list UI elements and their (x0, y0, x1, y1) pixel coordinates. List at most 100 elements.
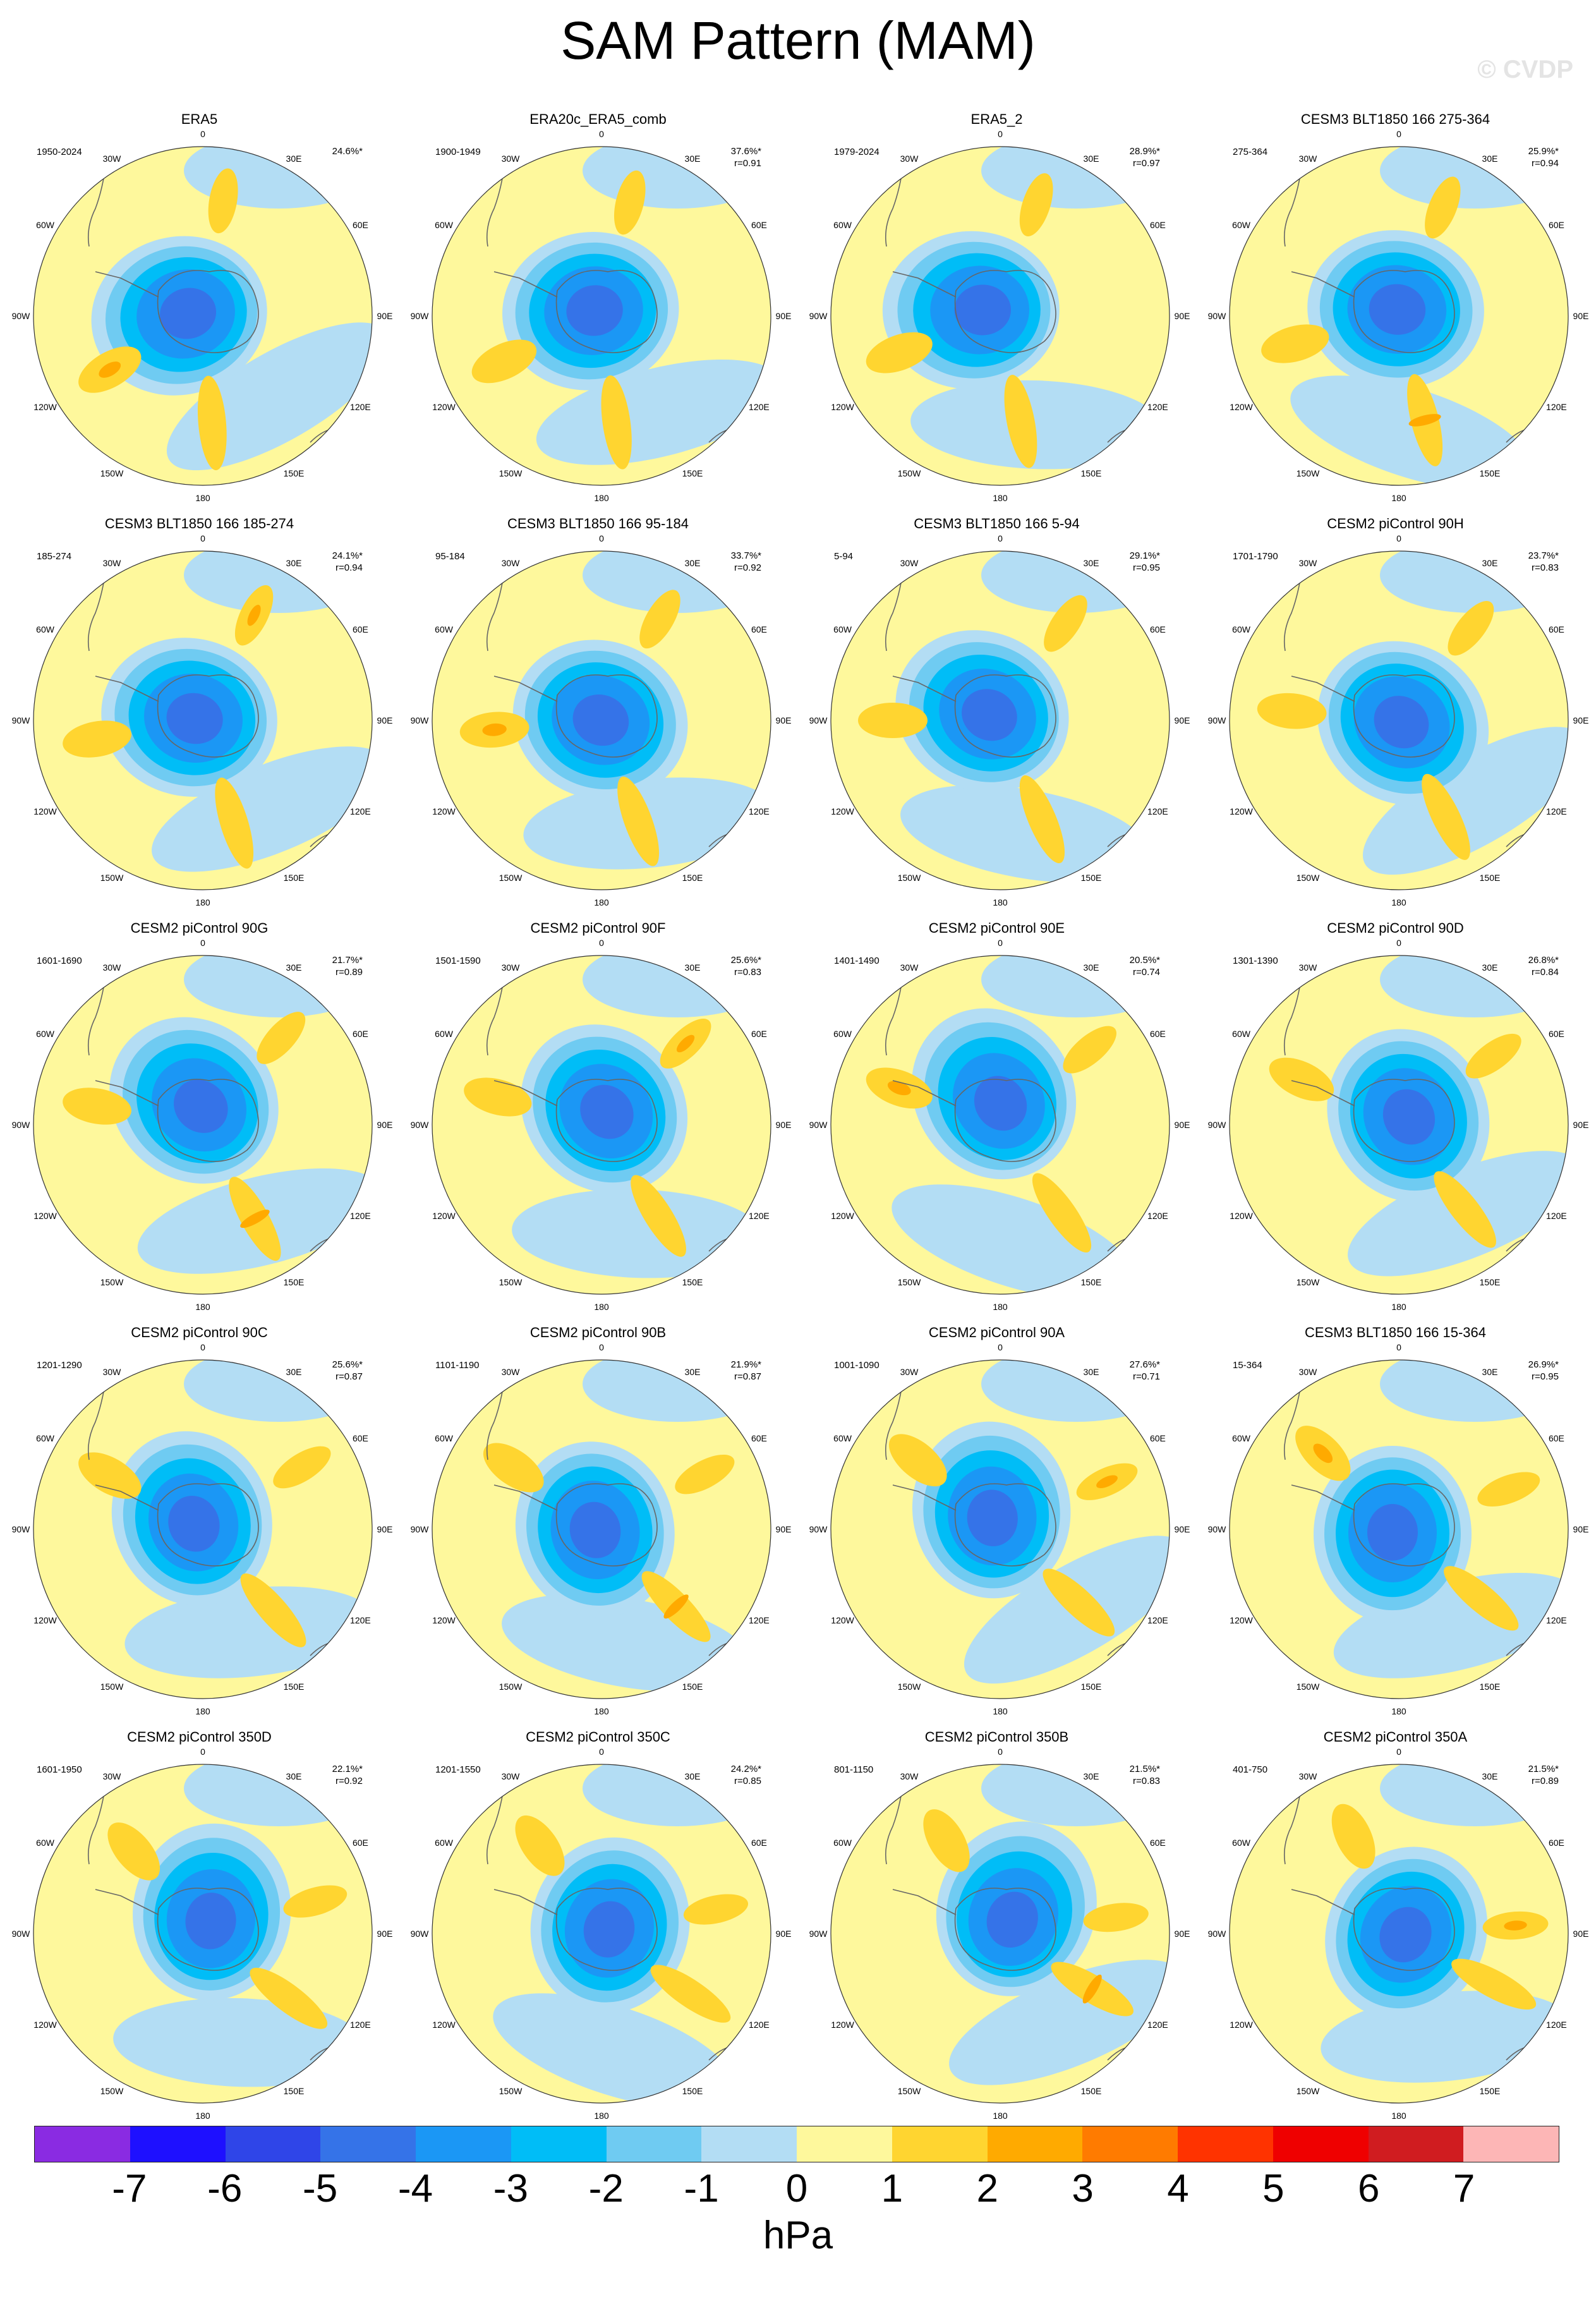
negative-anomaly-region (892, 1184, 1134, 1294)
polar-map (432, 1359, 771, 1699)
longitude-label: 90W (410, 715, 429, 725)
longitude-label: 30W (1298, 557, 1317, 568)
figure-title: SAM Pattern (MAM) (560, 11, 1036, 70)
longitude-label: 0 (599, 1747, 604, 1757)
longitude-label: 150E (682, 1277, 703, 1288)
positive-anomaly-contour (1269, 1057, 1334, 1101)
longitude-label: 30E (286, 1366, 302, 1377)
positive-anomaly-contour (683, 1894, 749, 1925)
panel-period: 1950-2024 (37, 147, 82, 157)
longitude-label: 90W (1207, 311, 1226, 321)
panel-stats: 25.6%* r=0.83 (731, 954, 761, 978)
map-boundary (33, 1359, 373, 1699)
antarctica-coastline (157, 1888, 259, 1971)
longitude-label: 150W (1296, 1277, 1320, 1288)
polar-map (830, 955, 1170, 1295)
longitude-label: 60E (352, 624, 368, 634)
variance-explained: 26.8%* (1528, 955, 1559, 966)
longitude-label: 30E (286, 962, 302, 973)
variance-explained: 24.2%* (730, 1764, 761, 1774)
longitude-label: 30E (1482, 962, 1498, 973)
pattern-correlation: r=0.83 (734, 967, 761, 978)
map-boundary (1229, 550, 1569, 890)
positive-anomaly-contour (601, 375, 632, 470)
longitude-label: 150E (283, 1277, 305, 1288)
map-boundary (432, 550, 771, 890)
peninsula-coastline (892, 1484, 957, 1511)
peninsula-coastline (892, 1889, 957, 1915)
negative-anomaly-contour (174, 1079, 228, 1133)
longitude-label: 150E (1479, 1277, 1501, 1288)
antarctica-coastline (954, 270, 1056, 353)
panel-stats: 22.1%* r=0.92 (332, 1763, 363, 1787)
colorbar-tick-label: 4 (1167, 2167, 1189, 2210)
antarctica-coastline (157, 674, 259, 758)
map-panel: CESM3 BLT1850 166 275-364 275-364 25.9%* r=… (1196, 0, 1595, 503)
longitude-label: 0 (599, 533, 604, 543)
pattern-correlation: r=0.94 (1532, 158, 1559, 169)
antarctica-coastline (1353, 1888, 1455, 1971)
longitude-label: 150W (1296, 1682, 1320, 1692)
polar-map (432, 146, 771, 486)
longitude-label: 90W (11, 311, 30, 321)
longitude-label: 120W (432, 2020, 456, 2030)
positive-anomaly-contour (197, 375, 227, 471)
variance-explained: 24.1%* (332, 550, 363, 561)
map-panel: CESM2 piControl 90E 1401-1490 20.5%* r=0.74… (797, 809, 1196, 1312)
negative-anomaly-contour (967, 1489, 1018, 1546)
longitude-label: 30E (286, 1771, 302, 1781)
longitude-label: 120W (33, 2020, 57, 2030)
peninsula-coastline (493, 1080, 558, 1107)
panel-title: CESM3 BLT1850 166 275-364 (1300, 111, 1490, 127)
positive-anomaly-contour (1083, 1903, 1149, 1932)
peninsula-coastline (95, 1889, 159, 1915)
map-panel: CESM2 piControl 90D 1301-1390 26.8%* r=0.84… (1196, 809, 1595, 1312)
longitude-label: 30E (1482, 1366, 1498, 1377)
pattern-correlation: r=0.74 (1133, 967, 1160, 978)
map-panel: CESM3 BLT1850 166 185-274 185-274 24.1%* r=… (0, 404, 399, 907)
panel-stats: 24.1%* r=0.94 (332, 550, 363, 574)
longitude-label: 60E (1548, 1433, 1564, 1443)
longitude-label: 180 (1391, 2111, 1406, 2121)
longitude-label: 90E (1573, 1524, 1589, 1534)
negative-anomaly-region (1380, 147, 1568, 209)
map-boundary (33, 1764, 373, 2104)
colorbar-segment (511, 2126, 607, 2162)
longitude-label: 180 (195, 1302, 210, 1312)
positive-anomaly-contour (1408, 414, 1441, 427)
colorbar-tick-label: 3 (1072, 2167, 1094, 2210)
peninsula-coastline (892, 271, 957, 298)
antarctica-coastline (954, 674, 1056, 758)
longitude-label: 120W (831, 402, 854, 412)
map-panel: CESM3 BLT1850 166 15-364 15-364 26.9%* r=0.… (1196, 1213, 1595, 1716)
polar-map (432, 1764, 771, 2104)
longitude-label: 180 (594, 2111, 609, 2121)
longitude-label: 30W (501, 1771, 520, 1781)
longitude-label: 120W (1230, 1615, 1253, 1625)
negative-anomaly-contour (1374, 696, 1429, 749)
positive-anomaly-contour (1019, 775, 1065, 864)
polar-map (33, 955, 373, 1295)
longitude-label: 0 (599, 1342, 604, 1352)
longitude-label: 120W (831, 1615, 854, 1625)
variance-explained: 21.7%* (332, 955, 363, 966)
antarctica-coastline (555, 270, 658, 353)
negative-anomaly-contour (168, 1496, 220, 1552)
longitude-label: 120E (749, 806, 770, 816)
variance-explained: 22.1%* (332, 1764, 363, 1774)
map-boundary (830, 146, 1170, 486)
pattern-correlation: r=0.92 (734, 562, 761, 573)
longitude-label: 60E (751, 624, 767, 634)
panel-title: CESM3 BLT1850 166 5-94 (914, 516, 1080, 531)
longitude-label: 150E (682, 468, 703, 479)
longitude-label: 60W (1232, 220, 1250, 230)
panel-stats: 23.7%* r=0.83 (1528, 550, 1559, 574)
negative-anomaly-contour (160, 288, 217, 339)
longitude-label: 60W (833, 1838, 852, 1848)
longitude-label: 150E (1479, 2086, 1501, 2097)
longitude-label: 90W (410, 311, 429, 321)
map-boundary (1229, 1764, 1569, 2104)
longitude-label: 90W (1207, 1929, 1226, 1939)
longitude-label: 120W (33, 806, 57, 816)
longitude-label: 30E (1482, 557, 1498, 568)
